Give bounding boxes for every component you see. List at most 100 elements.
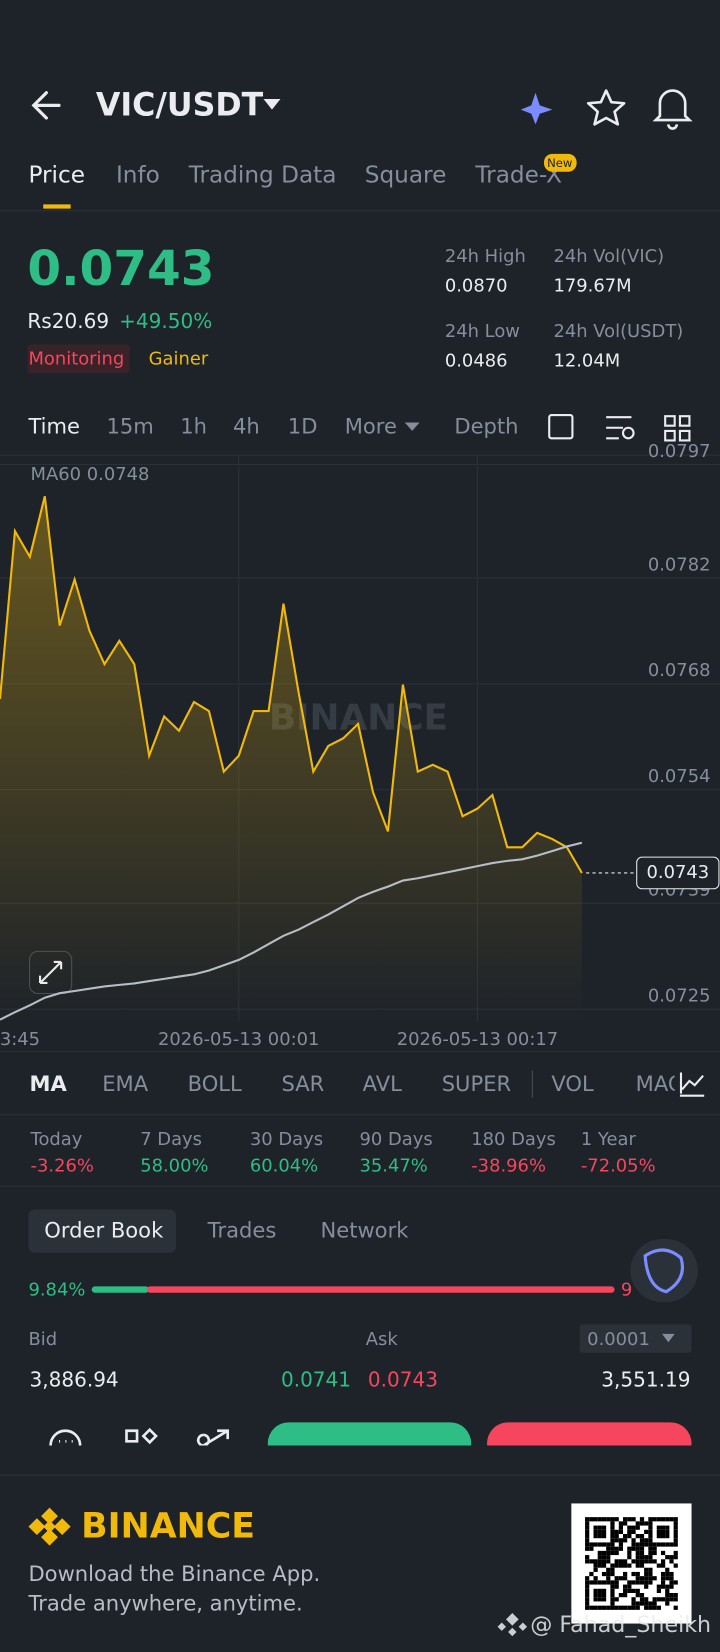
ma-label: MA60 0.0748 (31, 464, 150, 485)
chart-mode-icon[interactable] (548, 414, 574, 440)
qr-cell (597, 1525, 602, 1530)
qr-cell (631, 1605, 636, 1610)
qr-cell (593, 1559, 598, 1564)
qr-cell (652, 1517, 657, 1522)
qr-cell (656, 1542, 661, 1547)
interval[interactable]: More (345, 414, 397, 439)
qr-cell (610, 1597, 615, 1602)
book-tab[interactable]: Trades (207, 1218, 277, 1243)
brand: BINANCE (81, 1507, 255, 1547)
toolbar-mask (0, 1445, 720, 1474)
qr-cell (614, 1546, 619, 1551)
back-button[interactable] (31, 91, 61, 120)
interval[interactable]: 1D (288, 414, 318, 439)
qr-cell (618, 1559, 624, 1564)
tag: Monitoring (28, 348, 124, 369)
share-icon[interactable] (196, 1429, 230, 1447)
active-tab-bg (28, 1209, 177, 1253)
period-label: Today (30, 1129, 83, 1150)
qr-cell (593, 1534, 598, 1539)
qr-cell (635, 1534, 640, 1539)
qr-cell (652, 1576, 657, 1581)
qr-cell (631, 1588, 636, 1593)
qr-cell (597, 1517, 602, 1522)
qr-cell (644, 1584, 649, 1589)
indicator[interactable]: SAR (281, 1071, 324, 1096)
settings-icon[interactable] (606, 416, 632, 440)
qr-cell (597, 1605, 602, 1610)
qr-cell (639, 1559, 645, 1564)
interval[interactable]: 4h (233, 414, 260, 439)
favorite-icon[interactable] (586, 89, 626, 126)
qr-cell (639, 1597, 645, 1602)
interval[interactable]: Depth (454, 414, 518, 439)
qr-cell (673, 1605, 678, 1610)
qr-cell (644, 1555, 649, 1560)
qr-cell (644, 1559, 649, 1564)
interval[interactable]: 15m (106, 414, 153, 439)
indicator[interactable]: MACD (636, 1071, 699, 1096)
qr-cell (610, 1584, 615, 1589)
pair-title: VIC/USDT (96, 87, 264, 123)
qr-cell (669, 1555, 674, 1560)
tab[interactable]: Trading Data (188, 161, 337, 188)
qr-cell (610, 1567, 615, 1572)
qr-cell (660, 1529, 666, 1534)
qr-cell (673, 1597, 678, 1602)
period-label: 7 Days (140, 1129, 202, 1150)
qr-cell (673, 1525, 678, 1530)
qr-cell (593, 1580, 598, 1585)
tab[interactable]: Price (28, 161, 85, 188)
qr-cell (627, 1534, 632, 1539)
qr-cell (669, 1584, 674, 1589)
tab[interactable]: Square (365, 161, 447, 188)
qr-cell (631, 1517, 636, 1522)
alert-icon[interactable] (652, 89, 693, 130)
qr-cell (673, 1542, 678, 1547)
book-tab[interactable]: Order Book (44, 1218, 164, 1243)
indicator[interactable]: BOLL (188, 1071, 242, 1096)
qr-cell (593, 1542, 598, 1547)
period-label: 90 Days (359, 1129, 432, 1150)
qr-cell (585, 1525, 590, 1530)
precision-select[interactable] (579, 1324, 692, 1353)
qr-cell (631, 1580, 636, 1585)
qr-cell (635, 1555, 640, 1560)
interval[interactable]: 1h (180, 414, 207, 439)
indicator-settings-icon[interactable] (679, 1072, 705, 1097)
book-tab[interactable]: Network (320, 1218, 409, 1243)
qr-cell (627, 1580, 632, 1585)
qr-cell (593, 1517, 598, 1522)
qr-cell (585, 1521, 590, 1526)
convert-icon[interactable] (125, 1427, 158, 1445)
qr-cell (665, 1597, 670, 1602)
assistant-icon (643, 1248, 685, 1294)
qr-cell (597, 1529, 602, 1534)
indicator[interactable]: MA (30, 1071, 68, 1096)
qr-cell (618, 1525, 624, 1530)
more-icon[interactable] (49, 1429, 82, 1446)
pair-dropdown[interactable] (263, 99, 281, 110)
interval[interactable]: Time (27, 414, 80, 439)
qr-cell (597, 1563, 602, 1568)
qr-cell (601, 1517, 607, 1522)
indicator[interactable]: SUPER (442, 1071, 512, 1096)
qr-cell (631, 1542, 636, 1547)
qr-cell (585, 1542, 590, 1547)
ai-icon[interactable] (520, 92, 553, 125)
period-label: 180 Days (471, 1129, 556, 1150)
qr-cell (597, 1593, 602, 1598)
indicator[interactable]: AVL (363, 1071, 402, 1096)
y-tick-label: 0.0754 (648, 766, 711, 787)
indicator[interactable]: EMA (102, 1071, 148, 1096)
qr-cell (648, 1534, 653, 1539)
tab[interactable]: Info (116, 161, 160, 188)
qr-cell (593, 1588, 598, 1593)
period-change: -38.96% (471, 1155, 546, 1176)
indicator[interactable]: VOL (551, 1071, 594, 1096)
qr-cell (644, 1597, 649, 1602)
qr-cell (593, 1593, 598, 1598)
layout-icon[interactable] (664, 415, 691, 442)
qr-cell (610, 1601, 615, 1606)
